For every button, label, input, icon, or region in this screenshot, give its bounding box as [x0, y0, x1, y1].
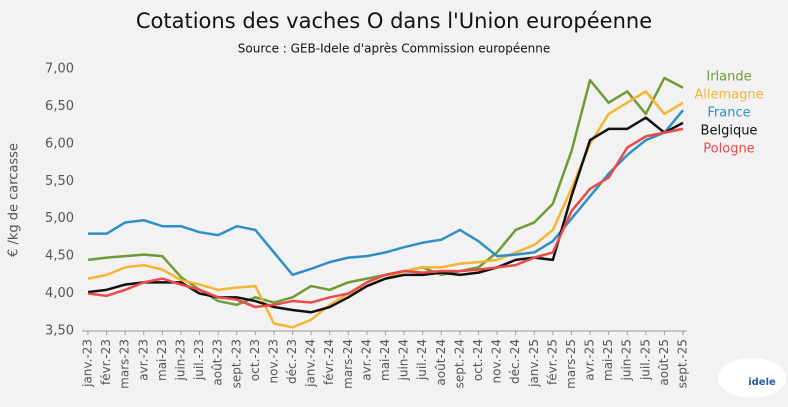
x-tick-label: juil.-23	[192, 339, 206, 381]
x-tick-label: déc.-24	[508, 339, 522, 384]
x-tick-label: avr.-25	[583, 339, 597, 381]
legend-label: Allemagne	[694, 88, 763, 103]
x-tick-label: août-25	[657, 339, 671, 386]
x-tick-label: mai-25	[601, 339, 615, 381]
x-tick-label: févr.-25	[545, 339, 559, 385]
y-tick-label: 4,00	[45, 286, 74, 301]
line	[87, 127, 684, 309]
y-tick-label: 6,00	[45, 136, 74, 151]
x-tick-label: mars-24	[341, 339, 355, 389]
x-tick-label: avr.-24	[359, 339, 373, 381]
x-tick-label: juil.-24	[415, 339, 429, 381]
x-tick-label: févr.-23	[99, 339, 113, 385]
x-tick-label: sept.-23	[229, 339, 243, 388]
x-tick-label: oct.-23	[248, 339, 262, 381]
logo-shape	[718, 358, 786, 398]
x-tick-label: juin-25	[620, 339, 634, 381]
legend-label: Irlande	[706, 70, 751, 85]
x-tick-label: mai-24	[378, 339, 392, 381]
x-tick-label: juin-23	[173, 339, 187, 381]
y-tick-label: 3,50	[45, 324, 74, 339]
legend-label: France	[707, 106, 750, 121]
logo: idele	[748, 377, 776, 388]
x-tick-label: juil.-25	[638, 339, 652, 381]
x-tick-label: oct.-24	[471, 339, 485, 381]
x-tick-label: mars-25	[564, 339, 578, 389]
y-tick-label: 4,50	[45, 249, 74, 264]
x-tick-label: déc.-23	[285, 339, 299, 384]
y-tick-label: 5,00	[45, 211, 74, 226]
y-tick-label: 6,50	[45, 99, 74, 114]
x-tick-label: mars-23	[118, 339, 132, 389]
x-tick-label: mai-23	[155, 339, 169, 381]
y-tick-label: 7,00	[45, 62, 74, 77]
x-tick-label: août-24	[434, 339, 448, 386]
x-tick-label: janv.-24	[304, 339, 318, 388]
x-tick-label: juin-24	[397, 339, 411, 381]
x-tick-label: févr.-24	[322, 339, 336, 385]
x-tick-label: nov.-23	[266, 339, 280, 384]
x-tick-label: nov.-24	[490, 339, 504, 384]
x-tick-label: avr.-23	[136, 339, 150, 381]
x-tick-label: janv.-25	[527, 339, 541, 388]
y-axis-label: € /kg de carcasse	[7, 143, 22, 257]
x-tick-label: août-23	[211, 339, 225, 386]
x-tick-label: sept.-24	[452, 339, 466, 388]
y-tick-label: 5,50	[45, 174, 74, 189]
x-tick-label: sept.-25	[676, 339, 690, 388]
line	[88, 109, 684, 277]
legend-label: Belgique	[701, 124, 758, 139]
chart-subtitle: Source : GEB-Idele d'après Commission eu…	[238, 42, 550, 56]
legend-label: Pologne	[703, 142, 754, 157]
x-tick-label: janv.-23	[81, 339, 95, 388]
chart-title: Cotations des vaches O dans l'Union euro…	[136, 9, 652, 33]
